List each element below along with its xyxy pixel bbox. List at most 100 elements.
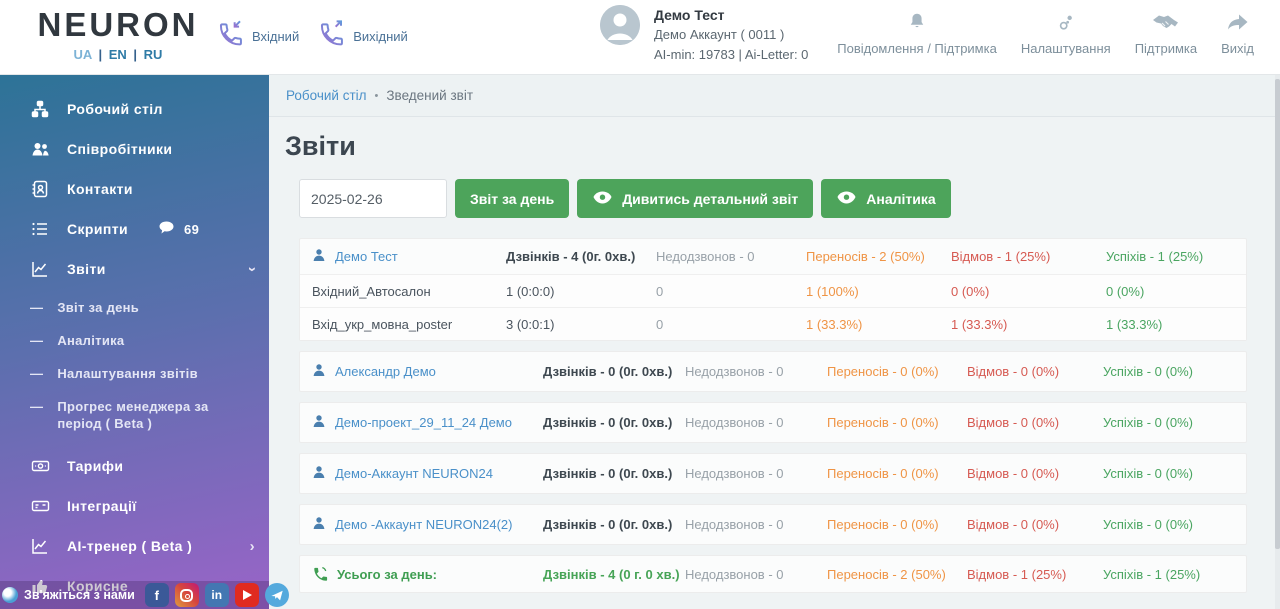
user-block[interactable]: Демо Тест Демо Аккаунт ( 0011 ) AI-min: … bbox=[600, 5, 808, 65]
dash-icon: — bbox=[30, 399, 44, 414]
youtube-icon[interactable] bbox=[234, 583, 259, 607]
logout-button[interactable]: Вихід bbox=[1209, 10, 1266, 56]
sidebar-subitem-manager-progress[interactable]: — Прогрес менеджера за період ( Beta ) bbox=[0, 390, 269, 440]
lang-ru[interactable]: RU bbox=[143, 47, 163, 62]
settings-button[interactable]: Налаштування bbox=[1009, 10, 1123, 56]
day-report-button[interactable]: Звіт за день bbox=[455, 179, 570, 218]
successes-cell: Успіхів - 1 (25%) bbox=[1103, 566, 1201, 582]
transfers-cell: Переносів - 0 (0%) bbox=[827, 364, 939, 379]
sidebar-item-integrations[interactable]: Інтеграції bbox=[0, 486, 269, 526]
detail-report-label: Дивитись детальний звіт bbox=[622, 190, 799, 207]
sidebar-subitem-report-settings[interactable]: — Налаштування звітів bbox=[0, 357, 269, 390]
manager-name-link[interactable]: Демо Тест bbox=[335, 249, 398, 264]
outgoing-line-button[interactable]: Вихідний bbox=[315, 18, 408, 55]
sidebar-item-scripts[interactable]: Скрипти 69 bbox=[0, 209, 269, 249]
missed-cell: Недодзвонов - 0 bbox=[685, 364, 784, 379]
report-card-manager: Александр Демо Дзвінків - 0 (0г. 0хв.) Н… bbox=[299, 351, 1247, 392]
calls-cell: Дзвінків - 0 (0г. 0хв.) bbox=[543, 415, 673, 430]
sidebar-item-label: Скрипти bbox=[67, 221, 128, 237]
successes-cell: 1 (33.3%) bbox=[1106, 316, 1163, 332]
sidebar-item-employees[interactable]: Співробітники bbox=[0, 129, 269, 169]
sitemap-icon bbox=[30, 100, 50, 118]
instagram-icon[interactable] bbox=[174, 583, 199, 607]
rejections-cell: Відмов - 0 (0%) bbox=[967, 415, 1060, 430]
manager-name-link[interactable]: Демо-Аккаунт NEURON24 bbox=[335, 466, 493, 481]
rejections-cell: Відмов - 0 (0%) bbox=[967, 466, 1060, 481]
settings-label: Налаштування bbox=[1020, 41, 1111, 56]
sidebar-item-ai-trainer[interactable]: AI-тренер ( Beta ) › bbox=[0, 526, 269, 566]
table-row: Вхід_укр_мовна_poster 3 (0:0:1) 0 1 (33.… bbox=[300, 307, 1246, 340]
lang-separator: | bbox=[98, 47, 103, 62]
facebook-icon[interactable]: f bbox=[144, 583, 169, 607]
page-title: Звіти bbox=[285, 131, 356, 161]
exit-arrow-icon bbox=[1226, 10, 1250, 34]
scrollbar[interactable] bbox=[1275, 75, 1280, 609]
manager-name-link[interactable]: Демо -Аккаунт NEURON24(2) bbox=[335, 517, 513, 532]
dash-icon: — bbox=[30, 366, 44, 381]
manager-name-link[interactable]: Александр Демо bbox=[335, 364, 436, 379]
chevron-down-icon: › bbox=[243, 266, 261, 272]
sidebar-item-tariffs[interactable]: Тарифи bbox=[0, 446, 269, 486]
subitem-label: Прогрес менеджера за період ( Beta ) bbox=[57, 399, 209, 431]
rejections-cell: Відмов - 0 (0%) bbox=[967, 517, 1060, 532]
scrollbar-thumb[interactable] bbox=[1275, 79, 1280, 549]
lang-ua[interactable]: UA bbox=[73, 47, 92, 62]
scripts-badge: 69 bbox=[157, 220, 199, 239]
scripts-badge-count: 69 bbox=[184, 221, 200, 237]
missed-cell: Недодзвонов - 0 bbox=[685, 566, 784, 582]
chevron-right-icon: › bbox=[249, 537, 255, 555]
calls-cell: Дзвінків - 0 (0г. 0хв.) bbox=[543, 517, 673, 532]
detail-report-button[interactable]: Дивитись детальний звіт bbox=[577, 179, 814, 218]
telegram-icon[interactable] bbox=[264, 583, 289, 607]
sidebar-item-label: Звіти bbox=[67, 261, 106, 277]
rejections-cell: Відмов - 0 (0%) bbox=[967, 364, 1060, 379]
report-card-manager: Демо-Аккаунт NEURON24 Дзвінків - 0 (0г. … bbox=[299, 453, 1247, 494]
notifications-button[interactable]: Повідомлення / Підтримка bbox=[825, 10, 1009, 56]
outgoing-call-icon bbox=[315, 18, 347, 55]
transfers-cell: 1 (33.3%) bbox=[806, 316, 863, 332]
support-button[interactable]: Підтримка bbox=[1123, 10, 1209, 56]
sidebar-item-contacts[interactable]: Контакти bbox=[0, 169, 269, 209]
channel-name: Вхід_укр_мовна_poster bbox=[312, 316, 453, 332]
analytics-label: Аналітика bbox=[866, 190, 936, 207]
manager-name-link[interactable]: Демо-проект_29_11_24 Демо bbox=[335, 415, 512, 430]
banknote-icon bbox=[30, 457, 50, 475]
users-icon bbox=[30, 140, 50, 158]
analytics-button[interactable]: Аналітика bbox=[821, 179, 951, 218]
eye-icon bbox=[592, 191, 613, 207]
sidebar-item-reports[interactable]: Звіти › bbox=[0, 249, 269, 289]
card-icon bbox=[30, 497, 50, 515]
successes-cell: Успіхів - 0 (0%) bbox=[1103, 466, 1193, 481]
breadcrumb-home-link[interactable]: Робочий стіл bbox=[286, 88, 367, 103]
calls-cell: Дзвінків - 0 (0г. 0хв.) bbox=[543, 466, 673, 481]
incoming-line-button[interactable]: Вхідний bbox=[214, 18, 299, 55]
sidebar: Робочий стіл Співробітники bbox=[0, 75, 289, 609]
date-input[interactable] bbox=[299, 179, 447, 218]
logo-block: NEURON UA | EN | RU bbox=[32, 6, 204, 62]
contact-bar: Зв'яжіться з нами f in bbox=[0, 581, 289, 609]
successes-cell: Успіхів - 0 (0%) bbox=[1103, 415, 1193, 430]
table-row: Демо-проект_29_11_24 Демо Дзвінків - 0 (… bbox=[300, 403, 1246, 442]
missed-cell: Недодзвонов - 0 bbox=[656, 249, 755, 264]
report-table: Демо Тест Дзвінків - 4 (0г. 0хв.) Недодз… bbox=[299, 238, 1247, 593]
dash-icon: — bbox=[30, 333, 44, 348]
gear-icon bbox=[1055, 10, 1077, 34]
breadcrumb-separator: • bbox=[374, 89, 379, 102]
contact-label: Зв'яжіться з нами bbox=[24, 588, 135, 602]
lang-en[interactable]: EN bbox=[108, 47, 127, 62]
incoming-line-label: Вхідний bbox=[252, 29, 300, 44]
sidebar-item-desktop[interactable]: Робочий стіл bbox=[0, 89, 269, 129]
transfers-cell: Переносів - 0 (0%) bbox=[827, 415, 939, 430]
sidebar-item-label: Тарифи bbox=[67, 458, 124, 474]
linkedin-icon[interactable]: in bbox=[204, 583, 229, 607]
rejections-cell: 0 (0%) bbox=[951, 283, 990, 299]
table-row: Вхідний_Автосалон 1 (0:0:0) 0 1 (100%) 0… bbox=[300, 274, 1246, 307]
table-row: Демо Тест Дзвінків - 4 (0г. 0хв.) Недодз… bbox=[300, 239, 1246, 274]
sidebar-subitem-day-report[interactable]: — Звіт за день bbox=[0, 291, 269, 324]
table-row: Демо -Аккаунт NEURON24(2) Дзвінків - 0 (… bbox=[300, 505, 1246, 544]
lang-separator: | bbox=[133, 47, 138, 62]
sidebar-subitem-analytics[interactable]: — Аналітика bbox=[0, 324, 269, 357]
rejections-cell: 1 (33.3%) bbox=[951, 316, 1008, 332]
bell-icon bbox=[906, 10, 928, 34]
breadcrumb-current: Зведений звіт bbox=[386, 88, 474, 103]
